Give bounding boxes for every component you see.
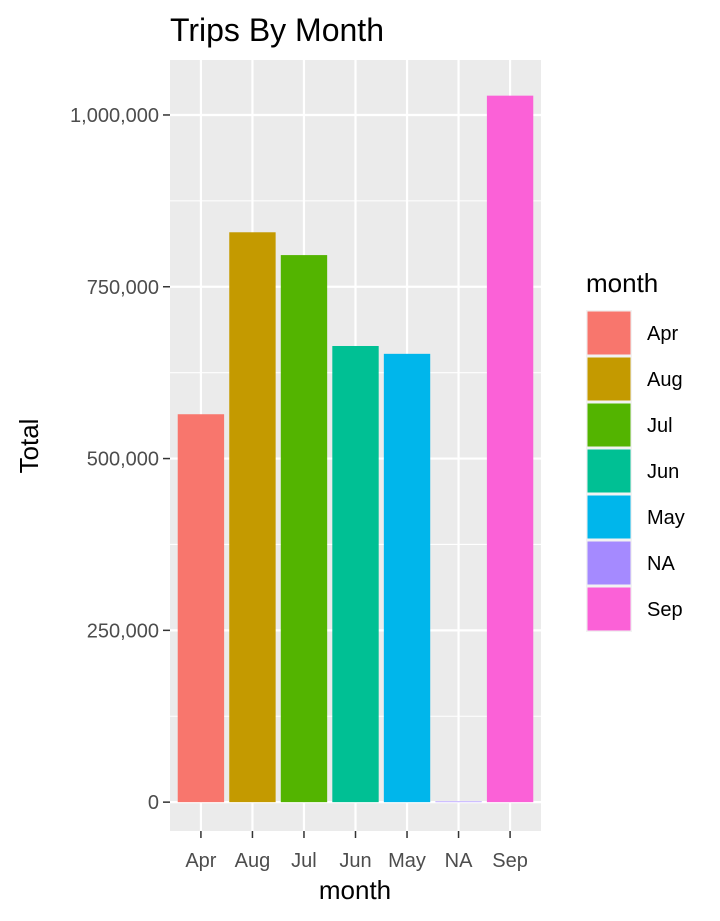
legend-items: Apr Aug Jul Jun May NA Sep <box>586 310 685 632</box>
legend-label: Jun <box>647 461 679 483</box>
legend-label: Jul <box>647 415 673 437</box>
bar-apr <box>177 414 225 803</box>
y-tick-label: 250,000 <box>87 620 159 642</box>
legend: month Apr Aug Jul Jun May NA Sep <box>586 268 685 632</box>
x-tick-label: Sep <box>492 850 528 872</box>
legend-swatch-jun <box>587 449 631 493</box>
bar-jul <box>280 255 328 803</box>
legend-label: Apr <box>647 323 678 345</box>
legend-swatch-may <box>587 495 631 539</box>
legend-swatch-jul <box>587 403 631 447</box>
bar-aug <box>229 232 276 803</box>
bar-na <box>435 801 482 803</box>
y-tick-label: 500,000 <box>87 449 159 471</box>
bar-may <box>383 353 431 803</box>
x-tick-label: Jun <box>339 850 371 872</box>
x-tick-label: Jul <box>291 850 317 872</box>
bar-jun <box>332 345 379 803</box>
x-tick-label: NA <box>445 850 473 872</box>
x-axis-title: month <box>319 875 391 905</box>
legend-label: Aug <box>647 369 683 391</box>
legend-swatch-aug <box>587 357 631 401</box>
bar-sep <box>486 95 534 803</box>
legend-label: Sep <box>647 599 683 621</box>
legend-title: month <box>586 268 658 298</box>
y-axis-title: Total <box>14 419 44 474</box>
chart-title: Trips By Month <box>170 12 384 48</box>
legend-swatch-na <box>587 541 631 585</box>
bars <box>177 95 534 803</box>
x-tick-label: May <box>388 850 426 872</box>
legend-swatch-apr <box>587 311 631 355</box>
y-tick-label: 750,000 <box>87 277 159 299</box>
x-axis: Apr Aug Jul Jun May NA Sep <box>185 831 528 872</box>
y-axis: 0 250,000 500,000 750,000 1,000,000 <box>70 105 170 814</box>
legend-label: NA <box>647 553 675 575</box>
y-tick-label: 1,000,000 <box>70 105 159 127</box>
legend-label: May <box>647 507 685 529</box>
legend-swatch-sep <box>587 587 631 631</box>
x-tick-label: Aug <box>235 850 271 872</box>
x-tick-label: Apr <box>185 850 216 872</box>
y-tick-label: 0 <box>148 792 159 814</box>
